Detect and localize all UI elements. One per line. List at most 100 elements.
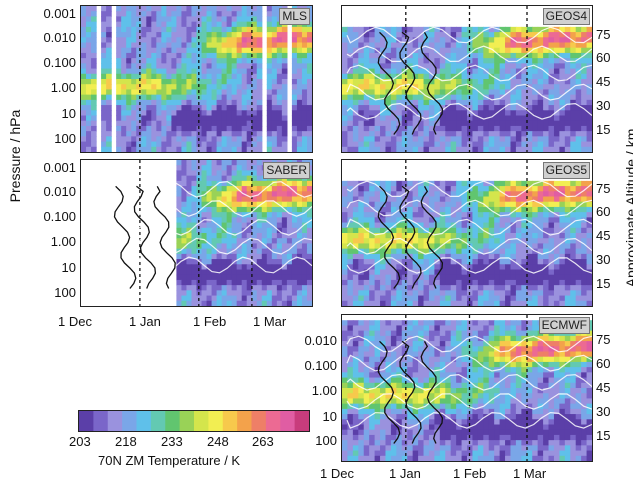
- heatmap-cell: [581, 32, 588, 38]
- heatmap-cell: [559, 201, 566, 208]
- heatmap-cell: [418, 259, 425, 265]
- heatmap-cell: [505, 227, 512, 234]
- heatmap-cell: [428, 300, 435, 306]
- heatmap-cell: [434, 212, 441, 218]
- heatmap-cell: [271, 32, 278, 38]
- heatmap-cell: [401, 233, 408, 239]
- heatmap-cell: [136, 94, 142, 101]
- heatmap-cell: [521, 180, 528, 187]
- heatmap-cell: [91, 47, 97, 54]
- heatmap-cell: [306, 73, 312, 80]
- heatmap-cell: [494, 253, 501, 260]
- heatmap-cell: [461, 42, 468, 49]
- heatmap-cell: [271, 63, 278, 70]
- heatmap-cell: [423, 325, 430, 332]
- heatmap-cell: [191, 243, 198, 250]
- heatmap-cell: [171, 120, 178, 127]
- heatmap-cell: [477, 42, 484, 49]
- heatmap-cell: [586, 264, 592, 271]
- heatmap-cell: [358, 89, 365, 96]
- heatmap-cell: [231, 26, 238, 33]
- heatmap-cell: [532, 253, 539, 260]
- heatmap-cell: [176, 63, 183, 70]
- heatmap-cell: [91, 79, 97, 85]
- heatmap-cell: [374, 120, 381, 127]
- heatmap-cell: [347, 361, 354, 368]
- heatmap-cell: [81, 68, 87, 75]
- heatmap-cell: [553, 42, 560, 49]
- heatmap-cell: [456, 191, 463, 198]
- heatmap-cell: [385, 341, 392, 347]
- heatmap-cell: [291, 180, 298, 187]
- heatmap-cell: [176, 269, 183, 276]
- heatmap-cell: [374, 196, 381, 203]
- heatmap-cell: [548, 84, 555, 91]
- heatmap-cell: [510, 269, 517, 276]
- heatmap-cell: [483, 372, 490, 379]
- heatmap-cell: [494, 341, 501, 347]
- heatmap-cell: [369, 393, 376, 400]
- heatmap-cell: [526, 58, 533, 64]
- heatmap-cell: [499, 99, 506, 106]
- heatmap-cell: [428, 279, 435, 286]
- heatmap-cell: [141, 89, 147, 96]
- heatmap-cell: [276, 264, 283, 271]
- heatmap-cell: [559, 259, 566, 265]
- heatmap-cell: [156, 115, 162, 122]
- heatmap-cell: [434, 68, 441, 75]
- heatmap-cell: [472, 279, 479, 286]
- heatmap-cell: [461, 79, 468, 85]
- heatmap-cell: [494, 89, 501, 96]
- heatmap-cell: [106, 120, 112, 127]
- heatmap-cell: [358, 47, 365, 54]
- heatmap-cell: [347, 196, 354, 203]
- heatmap-cell: [423, 290, 430, 297]
- heatmap-cell: [396, 382, 403, 389]
- heatmap-cell: [488, 136, 495, 143]
- heatmap-cell: [385, 32, 392, 38]
- heatmap-cell: [166, 131, 172, 137]
- heatmap-cell: [347, 136, 354, 143]
- heatmap-cell: [510, 300, 517, 306]
- heatmap-cell: [423, 356, 430, 363]
- heatmap-cell: [186, 146, 193, 152]
- heatmap-cell: [206, 63, 213, 70]
- heatmap-cell: [586, 243, 592, 250]
- heatmap-cell: [201, 94, 208, 101]
- heatmap-cell: [347, 264, 354, 271]
- heatmap-cell: [271, 279, 278, 286]
- heatmap-cell: [166, 42, 172, 49]
- heatmap-cell: [380, 259, 387, 265]
- heatmap-cell: [418, 341, 425, 347]
- heatmap-cell: [276, 26, 283, 33]
- heatmap-cell: [86, 42, 92, 49]
- heatmap-cell: [256, 47, 263, 54]
- heatmap-cell: [342, 58, 349, 64]
- heatmap-cell: [450, 120, 457, 127]
- heatmap-cell: [380, 89, 387, 96]
- heatmap-cell: [483, 52, 490, 59]
- heatmap-cell: [181, 47, 188, 54]
- heatmap-cell: [461, 120, 468, 127]
- heatmap-cell: [499, 248, 506, 255]
- heatmap-cell: [251, 11, 258, 18]
- heatmap-cell: [412, 63, 419, 70]
- heatmap-cell: [211, 125, 218, 132]
- heatmap-cell: [390, 110, 397, 117]
- heatmap-cell: [116, 141, 122, 148]
- heatmap-cell: [548, 110, 555, 117]
- heatmap-cell: [306, 253, 312, 260]
- heatmap-cell: [271, 131, 278, 137]
- heatmap-cell: [347, 110, 354, 117]
- heatmap-cell: [564, 238, 571, 245]
- heatmap-cell: [581, 388, 588, 394]
- heatmap-cell: [564, 196, 571, 203]
- heatmap-cell: [221, 141, 228, 148]
- heatmap-cell: [423, 222, 430, 229]
- heatmap-cell: [374, 94, 381, 101]
- heatmap-cell: [216, 146, 223, 152]
- heatmap-cell: [201, 170, 208, 177]
- heatmap-cell: [181, 217, 188, 224]
- heatmap-cell: [211, 217, 218, 224]
- heatmap-cell: [296, 26, 303, 33]
